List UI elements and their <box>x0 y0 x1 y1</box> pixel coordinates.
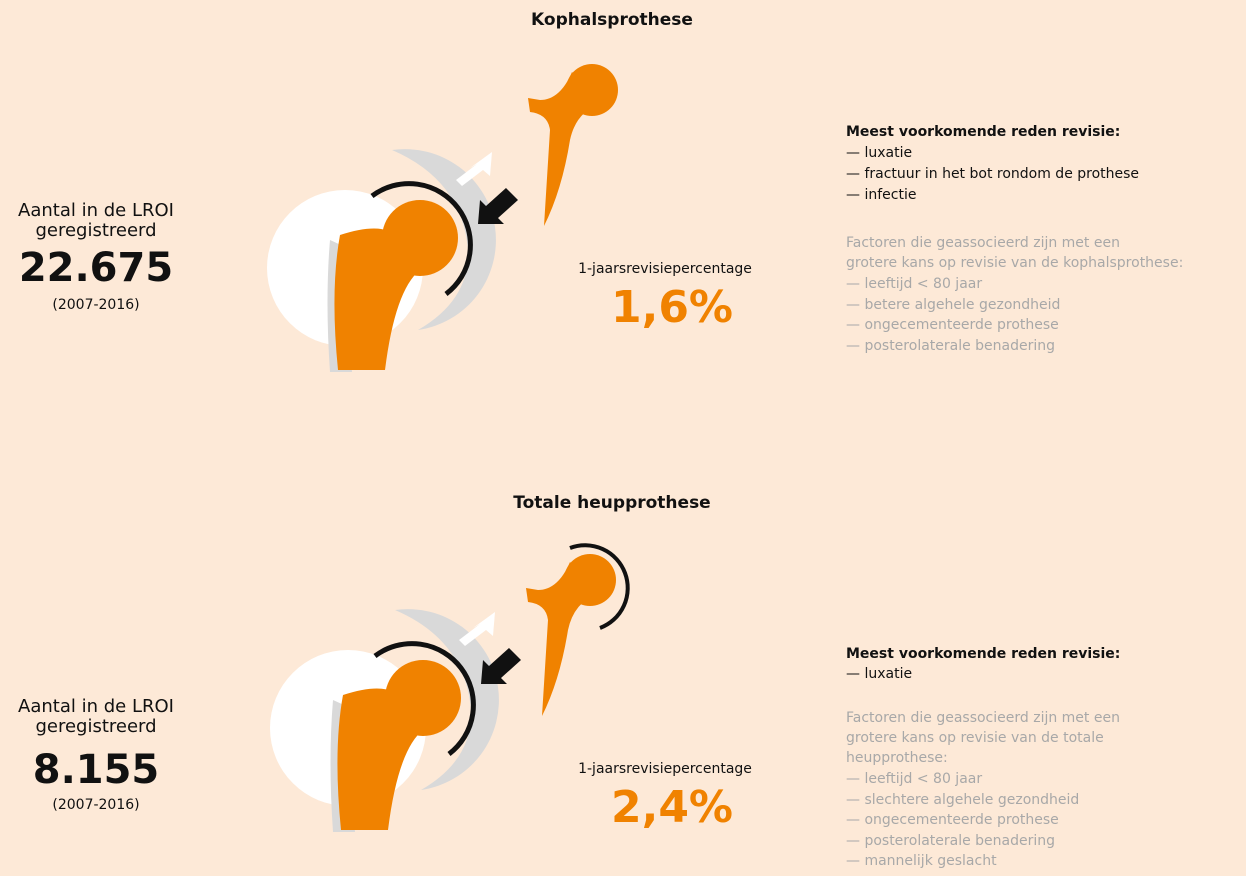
factor-item: — ongecementeerde prothese <box>846 813 1059 827</box>
prosthesis-illustration <box>528 64 618 226</box>
factor-item: — posterolaterale benadering <box>846 834 1055 848</box>
rate-label: 1-jaarsrevisiepercentage <box>578 762 752 776</box>
factors-intro: grotere kans op revisie van de kophalspr… <box>846 256 1183 270</box>
rate-label: 1-jaarsrevisiepercentage <box>578 262 752 276</box>
reasons-title: Meest voorkomende reden revisie: <box>846 125 1120 139</box>
factor-item: — leeftijd < 80 jaar <box>846 277 982 291</box>
count-label: geregistreerd <box>35 718 156 736</box>
count-value: 22.675 <box>19 248 173 288</box>
factor-item: — posterolaterale benadering <box>846 339 1055 353</box>
count-value: 8.155 <box>33 750 160 790</box>
count-label: Aantal in de LROI <box>18 202 174 220</box>
prosthesis-illustration <box>526 554 616 716</box>
factors-intro: Factoren die geassocieerd zijn met een <box>846 711 1120 725</box>
period: (2007-2016) <box>52 298 139 312</box>
count-label: geregistreerd <box>35 222 156 240</box>
reason-item: — infectie <box>846 188 916 202</box>
rate-value: 1,6% <box>611 286 733 330</box>
page: Kophalsprothese Aantal in de LROI geregist… <box>0 0 1246 876</box>
factors-intro: heupprothese: <box>846 751 948 765</box>
factors-intro: grotere kans op revisie van de totale <box>846 731 1104 745</box>
hip-illustration <box>270 609 521 832</box>
count-label: Aantal in de LROI <box>18 698 174 716</box>
section-title: Totale heupprothese <box>513 495 710 512</box>
rate-value: 2,4% <box>611 786 733 830</box>
factors-intro: Factoren die geassocieerd zijn met een <box>846 236 1120 250</box>
section-title: Kophalsprothese <box>531 12 693 29</box>
factor-item: — slechtere algehele gezondheid <box>846 793 1079 807</box>
hip-illustration <box>267 149 518 372</box>
reasons-title: Meest voorkomende reden revisie: <box>846 647 1120 661</box>
factor-item: — mannelijk geslacht <box>846 854 997 868</box>
reason-item: — fractuur in het bot rondom de prothese <box>846 167 1139 181</box>
factor-item: — leeftijd < 80 jaar <box>846 772 982 786</box>
period: (2007-2016) <box>52 798 139 812</box>
reason-item: — luxatie <box>846 667 912 681</box>
reason-item: — luxatie <box>846 146 912 160</box>
factor-item: — ongecementeerde prothese <box>846 318 1059 332</box>
factor-item: — betere algehele gezondheid <box>846 298 1060 312</box>
